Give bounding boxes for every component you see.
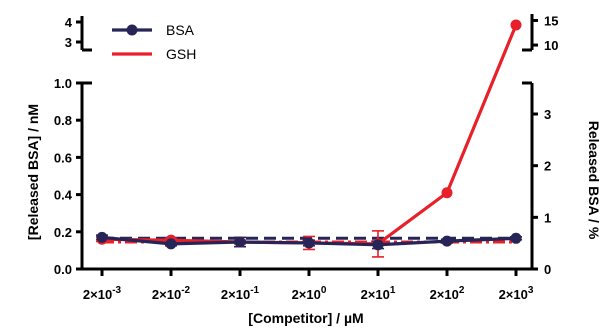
data-point-gsh (441, 187, 453, 199)
x-axis-title: [Competitor] / µM (248, 310, 363, 326)
x-tick-label-exponent: 2 (459, 285, 465, 296)
y2-tick-label: 3 (544, 107, 551, 122)
x-tick-label-exponent: -3 (112, 285, 121, 296)
data-point-bsa (96, 231, 108, 243)
x-tick-label-exponent: 1 (390, 285, 396, 296)
data-point-bsa (372, 239, 384, 251)
x-tick-label-exponent: -1 (250, 285, 259, 296)
y-tick-label: 1.0 (54, 76, 72, 91)
x-tick-label-base: 2×10 (83, 287, 112, 302)
x-tick-label-base: 2×10 (152, 287, 181, 302)
y2-tick-label-upper: 15 (544, 13, 558, 28)
x-tick-label-base: 2×10 (361, 287, 390, 302)
y2-tick-label: 1 (544, 210, 551, 225)
y-tick-label: 0.4 (54, 188, 73, 203)
data-point-bsa (234, 236, 246, 248)
y-tick-label: 0.8 (54, 113, 72, 128)
series-line-gsh (101, 24, 518, 246)
y2-axis-title: Released BSA / % (586, 121, 601, 240)
y-axis-title: [Released BSA] / nM (25, 104, 41, 240)
y-tick-label-upper: 3 (65, 35, 72, 50)
legend: BSA GSH (112, 22, 196, 62)
series-layer (96, 19, 522, 258)
x-tick-label: 2×10-3 (83, 285, 122, 302)
y2-tick-label-upper: 10 (544, 38, 558, 53)
legend-label-gsh: GSH (166, 46, 196, 62)
y2-tick-label: 2 (544, 159, 551, 174)
x-tick-label-exponent: 3 (528, 285, 534, 296)
y-tick-label: 0.0 (54, 262, 72, 277)
x-tick-label: 2×103 (499, 285, 534, 302)
x-tick-label: 2×100 (292, 285, 327, 302)
y2-tick-label: 0 (544, 262, 551, 277)
data-point-gsh (510, 19, 522, 31)
x-tick-label-base: 2×10 (430, 287, 459, 302)
legend-marker-bsa (126, 24, 138, 36)
legend-label-bsa: BSA (166, 22, 195, 38)
x-tick-label-exponent: 0 (321, 285, 327, 296)
x-tick-label-base: 2×10 (499, 287, 528, 302)
x-tick-label-exponent: -2 (181, 285, 190, 296)
x-tick-label: 2×10-2 (152, 285, 191, 302)
x-tick-label: 2×102 (430, 285, 465, 302)
y-tick-label: 0.2 (54, 225, 72, 240)
data-point-bsa (510, 232, 522, 244)
x-tick-label: 2×10-1 (221, 285, 260, 302)
data-point-bsa (441, 235, 453, 247)
data-point-bsa (165, 238, 177, 250)
x-tick-label: 2×101 (361, 285, 396, 302)
y-tick-label: 0.6 (54, 150, 72, 165)
data-point-bsa (303, 237, 315, 249)
x-tick-label-base: 2×10 (221, 287, 250, 302)
x-tick-label-base: 2×10 (292, 287, 321, 302)
y-tick-label-upper: 4 (65, 15, 73, 30)
